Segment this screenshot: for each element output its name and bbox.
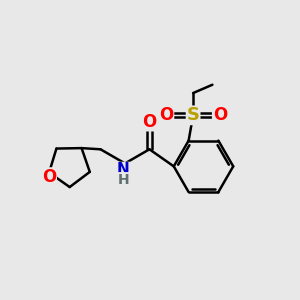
Text: O: O <box>213 106 227 124</box>
Text: O: O <box>159 106 173 124</box>
Text: O: O <box>42 168 56 186</box>
Text: S: S <box>187 106 200 124</box>
Text: H: H <box>118 173 129 187</box>
Text: O: O <box>142 113 157 131</box>
Text: N: N <box>117 163 130 178</box>
